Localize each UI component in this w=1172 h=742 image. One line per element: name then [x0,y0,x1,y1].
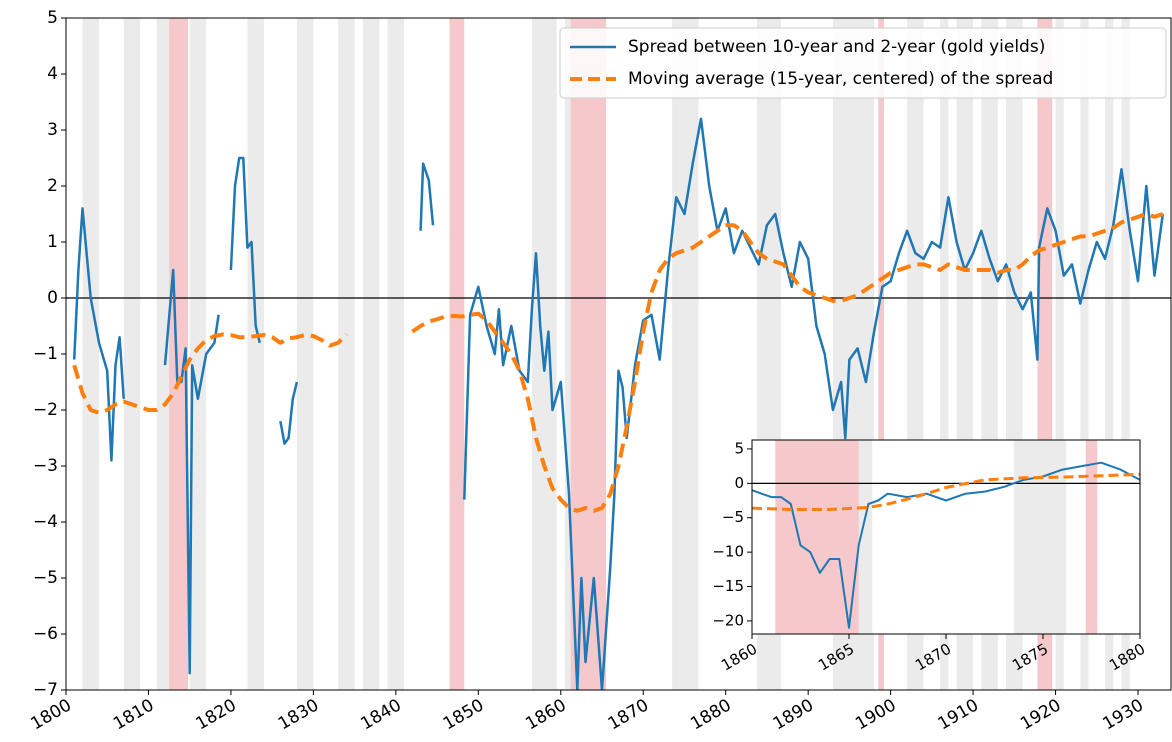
shaded-region [672,18,699,690]
y-tick-label: 1 [47,232,58,252]
shaded-region [878,18,885,690]
shaded-region [82,18,99,690]
shaded-region [296,18,314,690]
moving-average-line [72,212,1164,513]
shaded-region [189,18,207,690]
x-tick-label: 1920 [1017,695,1064,734]
shaded-region [247,18,264,690]
spread-line [72,117,1165,690]
x-tick-label: 1820 [192,695,239,734]
x-tick-label: 1900 [852,695,899,734]
y-tick-label: −5 [722,508,744,526]
y-tick-label: −1 [33,344,58,364]
y-tick-label: 5 [47,8,58,28]
x-tick-label: 1830 [275,695,322,734]
legend: Spread between 10-year and 2-year (gold … [559,27,1167,99]
spread-line [752,461,1140,629]
x-tick-label: 1850 [440,695,487,734]
x-tick-label: 1870 [605,695,652,734]
shaded-region [531,18,557,690]
x-tick-label: 1800 [28,695,75,734]
y-tick-label: −6 [33,624,58,644]
shaded-region [1080,18,1089,690]
y-tick-label: 5 [734,439,744,457]
y-tick-label: 0 [47,288,58,308]
y-tick-label: −4 [33,512,58,532]
y-tick-label: −15 [712,577,744,595]
shaded-region [1013,440,1067,634]
y-tick-label: 2 [47,176,58,196]
y-tick-label: −5 [33,568,58,588]
x-tick-label: 1880 [687,695,734,734]
shaded-region [1055,18,1064,690]
y-tick-label: −7 [33,680,58,700]
x-tick-label: 1810 [110,695,157,734]
shaded-region [1085,440,1098,634]
shaded-region [1121,18,1130,690]
y-tick-label: −10 [712,543,744,561]
moving-average-line [752,472,1140,511]
x-tick-label: 1860 [522,695,569,734]
shaded-region [570,18,607,690]
legend-label: Spread between 10-year and 2-year (gold … [628,37,1045,57]
shaded-region [156,18,170,690]
y-tick-label: 3 [47,120,58,140]
x-tick-label: 1840 [357,695,404,734]
shaded-region [362,18,380,690]
x-tick-label: 1910 [935,695,982,734]
x-tick-label: 1890 [770,695,817,734]
shaded-region [1105,18,1114,690]
x-tick-label: 1930 [1100,695,1147,734]
y-tick-label: −3 [33,456,58,476]
y-tick-label: 4 [47,64,58,84]
shaded-region [940,18,949,690]
legend-box [559,27,1167,99]
shaded-region [449,18,465,690]
y-tick-label: 0 [734,474,744,492]
y-tick-label: −2 [33,400,58,420]
legend-label: Moving average (15-year, centered) of th… [628,69,1053,89]
plot-area [752,440,1140,634]
shaded-region [387,18,405,690]
shaded-region [123,18,141,690]
shaded-region [169,18,189,690]
shaded-region [338,18,355,690]
y-tick-label: −20 [712,611,744,629]
